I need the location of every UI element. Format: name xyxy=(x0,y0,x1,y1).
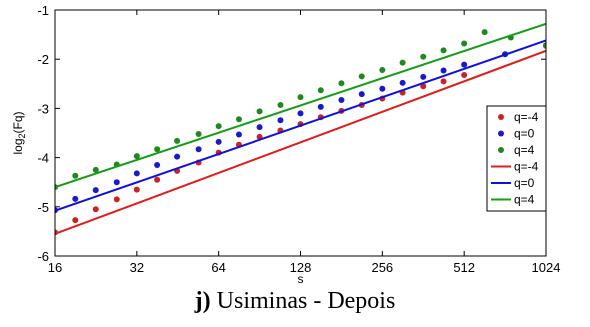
legend-entry-label: q=-4 xyxy=(514,160,539,174)
legend-swatch-marker xyxy=(498,147,504,153)
data-point-q=4-4 xyxy=(133,153,140,160)
data-point-q=-4-3 xyxy=(113,196,120,203)
data-point-q=4-11 xyxy=(277,101,284,108)
data-point-q=0-11 xyxy=(277,117,284,124)
data-point-q=4-8 xyxy=(215,123,222,130)
chart: 16 32 64 128 256 512 1024 -6 -5 -4 -3 -2 -1 s log2(Fq)… xyxy=(11,3,561,286)
data-point-q=4-5 xyxy=(154,146,161,153)
data-point-q=-4-2 xyxy=(92,206,99,213)
data-point-q=0-9 xyxy=(235,131,242,138)
data-point-q=0-19 xyxy=(440,67,447,74)
series-line-q=-4 xyxy=(55,49,546,235)
data-point-q=0-10 xyxy=(256,124,263,131)
data-point-q=4-7 xyxy=(195,130,202,137)
x-tick-label: 256 xyxy=(371,260,393,275)
data-point-q=4-16 xyxy=(379,67,386,74)
legend-swatch-marker xyxy=(498,130,504,137)
data-point-q=4-2 xyxy=(92,166,99,173)
data-point-q=0-16 xyxy=(379,85,386,92)
axes-frame xyxy=(54,9,547,257)
y-tick-label: -1 xyxy=(37,3,49,18)
data-point-q=-4-1 xyxy=(72,217,79,224)
data-point-q=0-14 xyxy=(338,97,345,104)
x-tick-label: 128 xyxy=(290,260,312,275)
x-tick-label: 1024 xyxy=(532,260,561,275)
x-axis-label: s xyxy=(298,272,304,286)
data-point-q=0-5 xyxy=(154,161,161,168)
y-tick-label: -4 xyxy=(37,151,49,166)
data-point-q=0-6 xyxy=(174,153,181,160)
y-axis-label-main: log xyxy=(11,139,25,155)
data-point-q=4-18 xyxy=(420,53,427,60)
series-line-q=4 xyxy=(55,22,546,189)
data-point-q=0-2 xyxy=(92,187,99,194)
y-axis-label-rest: (Fq) xyxy=(11,111,25,133)
legend-entry-label: q=4 xyxy=(514,143,535,157)
y-tick-label: -2 xyxy=(37,52,49,67)
data-point-q=0-12 xyxy=(297,110,304,117)
legend-box xyxy=(486,105,547,212)
y-tick-label: -3 xyxy=(37,101,49,116)
plot-area xyxy=(55,22,546,236)
data-point-q=4-17 xyxy=(399,59,406,66)
y-tick-label: -5 xyxy=(37,200,49,215)
x-tick-label: 32 xyxy=(130,260,144,275)
legend-swatch-marker xyxy=(498,114,504,120)
data-point-q=4-23 xyxy=(543,42,546,49)
data-point-q=0-13 xyxy=(317,103,324,110)
caption-text: Usiminas - Depois xyxy=(210,288,396,314)
data-point-q=-4-18 xyxy=(420,83,427,90)
legend-entry-label: q=-4 xyxy=(514,110,539,124)
data-point-q=0-3 xyxy=(113,179,120,186)
data-point-q=0-8 xyxy=(215,138,222,145)
legend-entry-label: q=0 xyxy=(514,127,535,141)
figure-caption: j) Usiminas - Depois xyxy=(0,288,590,315)
data-point-q=0-20 xyxy=(461,61,468,68)
data-point-q=4-19 xyxy=(440,47,447,54)
series-line-q=0 xyxy=(55,39,546,212)
data-point-q=4-12 xyxy=(297,94,304,101)
y-axis-label: log2(Fq) xyxy=(11,111,27,154)
data-point-q=4-21 xyxy=(481,29,488,36)
data-point-q=-4-4 xyxy=(133,186,140,193)
legend-entry-label: q=4 xyxy=(514,193,535,207)
x-tick-label: 64 xyxy=(211,260,225,275)
data-point-q=4-15 xyxy=(358,73,365,80)
data-point-q=-4-20 xyxy=(461,71,468,78)
data-point-q=0-4 xyxy=(133,170,140,177)
data-point-q=4-10 xyxy=(256,108,263,115)
data-point-q=-4-19 xyxy=(440,78,447,85)
data-point-q=0-1 xyxy=(72,195,79,202)
data-point-q=4-1 xyxy=(72,172,79,179)
data-point-q=4-14 xyxy=(338,80,345,87)
data-point-q=4-13 xyxy=(317,87,324,94)
data-point-q=0-17 xyxy=(399,79,406,86)
x-tick-label: 512 xyxy=(453,260,475,275)
data-point-q=-4-5 xyxy=(154,176,161,183)
data-point-q=4-6 xyxy=(174,137,181,144)
legend-entry-label: q=0 xyxy=(514,176,535,190)
data-point-q=4-20 xyxy=(461,40,468,47)
y-tick-label: -6 xyxy=(37,249,49,264)
y-axis-label-sub: 2 xyxy=(17,133,27,138)
data-point-q=0-18 xyxy=(420,73,427,80)
data-point-q=4-9 xyxy=(235,116,242,123)
x-tick-label: 16 xyxy=(48,260,62,275)
caption-letter: j) xyxy=(194,288,211,314)
legend: q=-4 q=0 q=4 q=-4 q=0 q=4 xyxy=(486,105,547,212)
data-point-q=0-7 xyxy=(195,146,202,153)
data-point-q=0-15 xyxy=(358,91,365,98)
